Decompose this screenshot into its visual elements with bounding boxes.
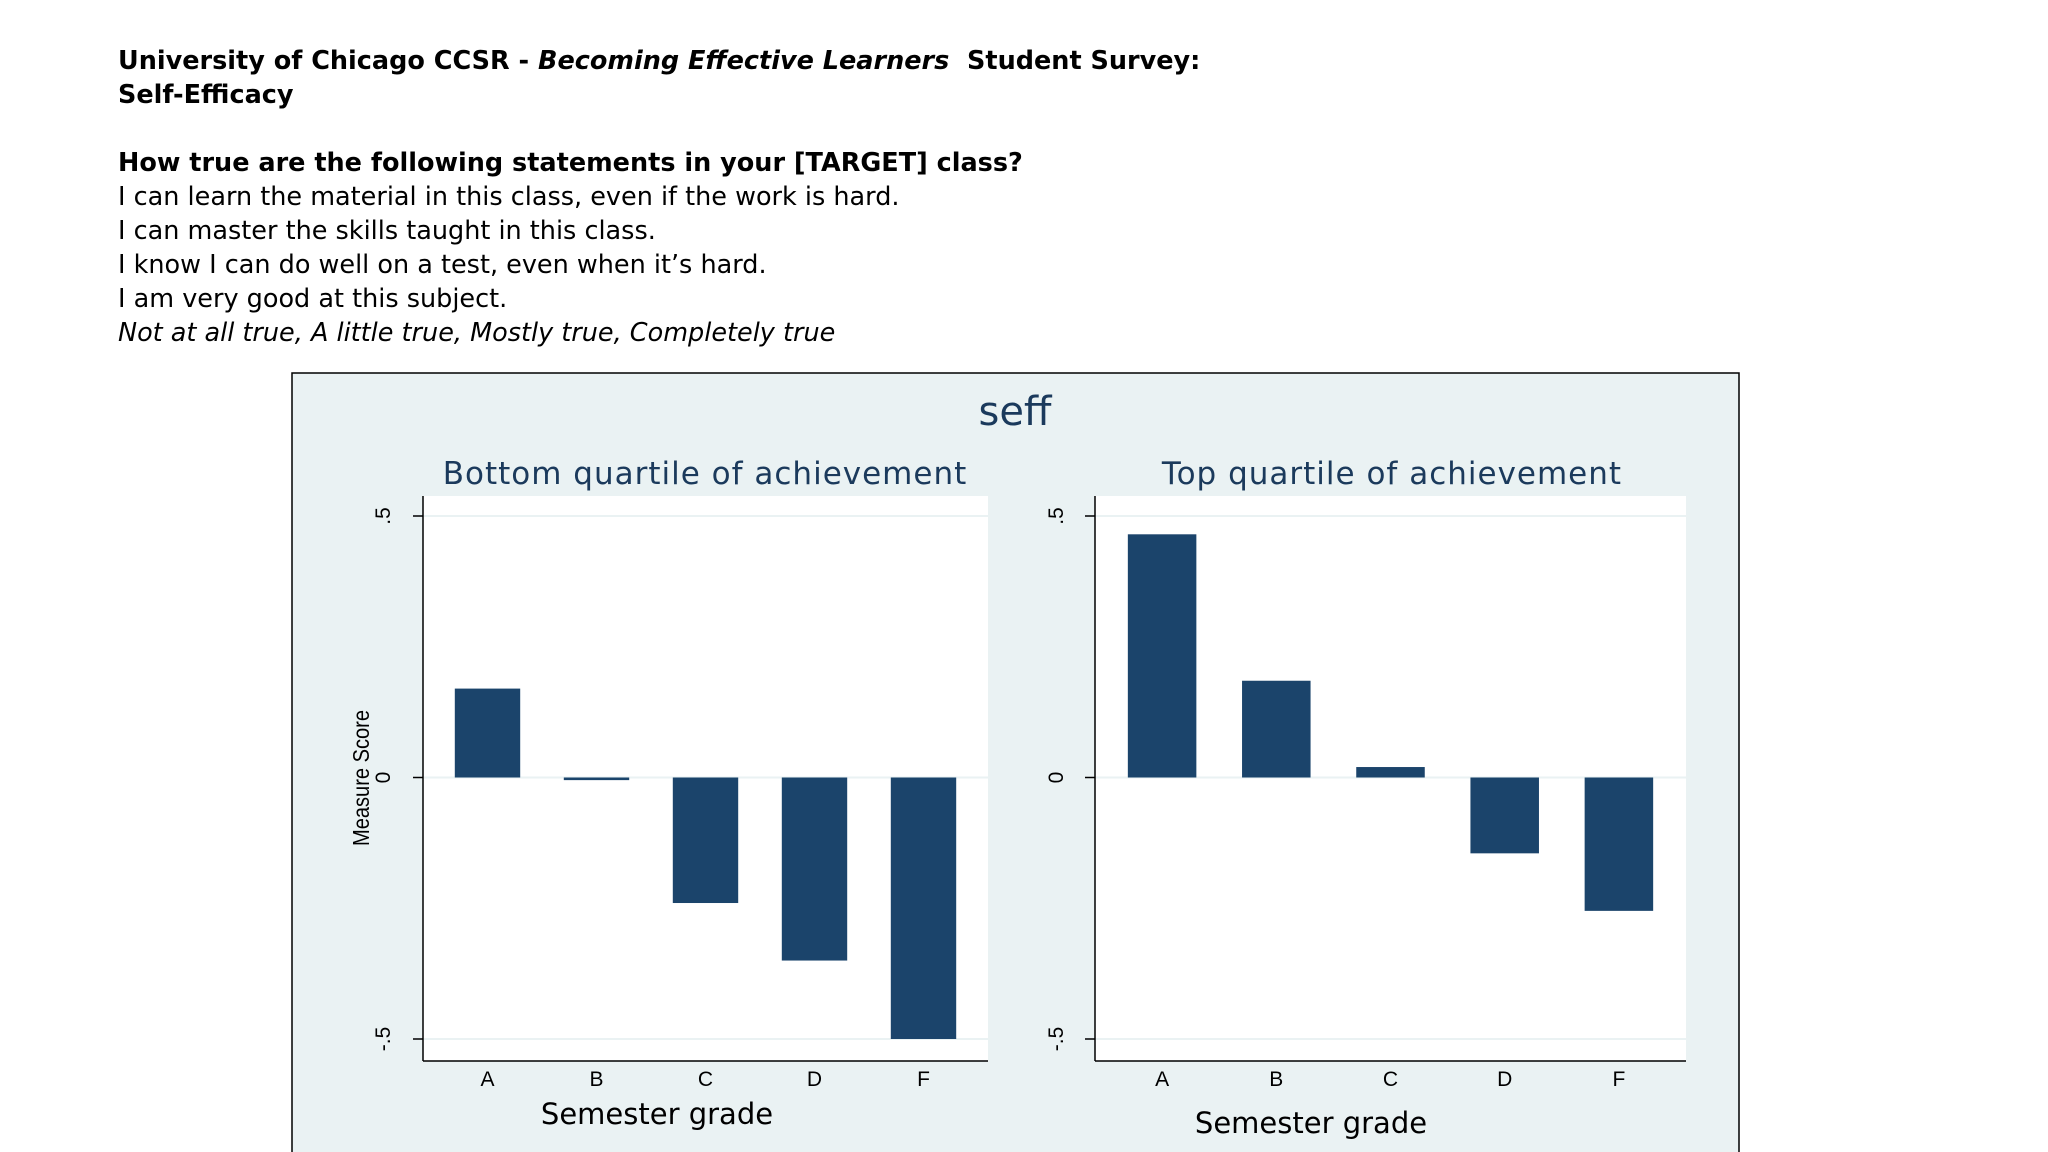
bar-D <box>1470 777 1539 854</box>
panel-title: Top quartile of achievement <box>1161 456 1622 492</box>
survey-description: University of Chicago CCSR - Becoming Ef… <box>118 44 1418 350</box>
question-item: I am very good at this subject. <box>118 284 508 314</box>
question-item: I know I can do well on a test, even whe… <box>118 250 767 280</box>
chart-panels: A B C D F -.5 0 .5 Bottom quartile of achievemen… <box>372 456 1686 1140</box>
bar-B <box>1242 680 1311 778</box>
x-tick-label: D <box>1497 1068 1512 1091</box>
bar-F <box>890 777 957 1039</box>
chart-title: seff <box>978 389 1052 435</box>
panel-title: Bottom quartile of achievement <box>443 456 968 492</box>
x-tick-label: A <box>1155 1068 1169 1091</box>
question-prompt: How true are the following statements in… <box>118 148 1023 178</box>
x-axis-label: Semester grade <box>541 1097 773 1131</box>
bar-A <box>1127 534 1197 778</box>
x-tick-label: F <box>1612 1068 1625 1091</box>
x-tick-label: D <box>807 1068 822 1091</box>
y-tick-label: 0 <box>372 772 395 784</box>
survey-header-line1: University of Chicago CCSR - Becoming Ef… <box>118 44 1418 78</box>
x-tick-label: F <box>917 1068 930 1091</box>
question-item: I can master the skills taught in this c… <box>118 216 656 246</box>
bar-C <box>672 777 739 904</box>
x-tick-label: A <box>480 1068 494 1091</box>
header-program: Becoming Effective Learners <box>538 46 950 76</box>
x-tick-label: C <box>1383 1068 1398 1091</box>
x-tick-label: C <box>698 1068 713 1091</box>
y-tick-label: .5 <box>1045 507 1068 525</box>
y-tick-label: -.5 <box>372 1027 395 1052</box>
survey-header-line2: Self-Efficacy <box>118 80 294 110</box>
header-org: University of Chicago CCSR - <box>118 46 539 76</box>
x-tick-label: B <box>1269 1068 1283 1091</box>
bar-A <box>454 688 521 778</box>
panel-1: A B C D F -.5 0 .5 Bottom quartile of achievemen… <box>372 456 988 1131</box>
bar-B <box>563 777 630 781</box>
y-axis-label: Measure Score <box>348 710 374 846</box>
bar-C <box>1356 767 1425 778</box>
y-tick-label: .5 <box>372 507 395 525</box>
header-survey: Student Survey: <box>949 46 1201 76</box>
response-scale: Not at all true, A little true, Mostly t… <box>118 318 836 348</box>
y-tick-label: 0 <box>1045 772 1068 784</box>
x-axis-label: Semester grade <box>1195 1106 1427 1140</box>
y-tick-label: -.5 <box>1045 1027 1068 1052</box>
panel-2: A B C D F -.5 0 .5 Top quartile of achievement Se… <box>1045 456 1686 1140</box>
x-tick-label: B <box>589 1068 603 1091</box>
question-item: I can learn the material in this class, … <box>118 182 900 212</box>
bar-F <box>1584 777 1654 911</box>
bar-D <box>781 777 848 961</box>
